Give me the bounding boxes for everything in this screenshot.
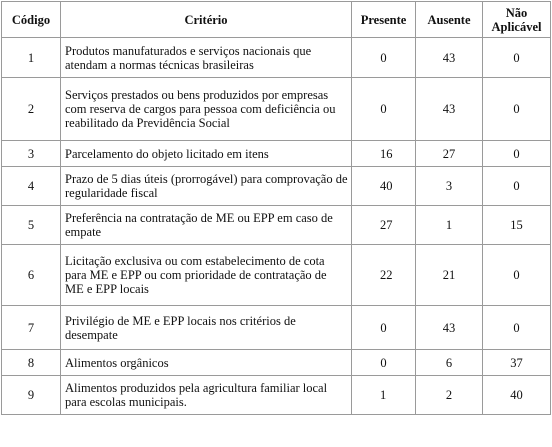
cell-codigo: 3 — [1, 140, 61, 167]
cell-ausente: 27 — [415, 140, 483, 167]
cell-nao-aplicavel: 0 — [482, 77, 551, 141]
cell-criterio: Serviços prestados ou bens produzidos po… — [60, 77, 352, 141]
cell-presente: 0 — [351, 77, 416, 141]
cell-ausente: 2 — [415, 375, 483, 415]
table-row: 7 Privilégio de ME e EPP locais nos crit… — [1, 305, 551, 350]
table-row: 8 Alimentos orgânicos 0 6 37 — [1, 349, 551, 376]
cell-criterio: Alimentos orgânicos — [60, 349, 352, 376]
cell-criterio: Parcelamento do objeto licitado em itens — [60, 140, 352, 167]
cell-presente: 16 — [351, 140, 416, 167]
cell-criterio: Prazo de 5 dias úteis (prorrogável) para… — [60, 166, 352, 206]
cell-criterio: Licitação exclusiva ou com estabelecimen… — [60, 244, 352, 306]
table-row: 6 Licitação exclusiva ou com estabelecim… — [1, 244, 551, 306]
cell-ausente: 43 — [415, 37, 483, 78]
cell-codigo: 1 — [1, 37, 61, 78]
cell-ausente: 1 — [415, 205, 483, 245]
cell-codigo: 6 — [1, 244, 61, 306]
header-nao-aplicavel: Não Aplicável — [482, 1, 551, 38]
table-row: 5 Preferência na contratação de ME ou EP… — [1, 205, 551, 245]
cell-codigo: 4 — [1, 166, 61, 206]
cell-nao-aplicavel: 0 — [482, 305, 551, 350]
cell-presente: 0 — [351, 349, 416, 376]
table-row: 9 Alimentos produzidos pela agricultura … — [1, 375, 551, 415]
criteria-table: Código Critério Presente Ausente Não Apl… — [1, 1, 551, 415]
table-row: 1 Produtos manufaturados e serviços naci… — [1, 37, 551, 78]
cell-presente: 40 — [351, 166, 416, 206]
cell-nao-aplicavel: 0 — [482, 140, 551, 167]
cell-criterio: Privilégio de ME e EPP locais nos critér… — [60, 305, 352, 350]
cell-codigo: 5 — [1, 205, 61, 245]
cell-ausente: 21 — [415, 244, 483, 306]
header-row: Código Critério Presente Ausente Não Apl… — [1, 1, 551, 38]
table-row: 4 Prazo de 5 dias úteis (prorrogável) pa… — [1, 166, 551, 206]
cell-codigo: 8 — [1, 349, 61, 376]
cell-presente: 0 — [351, 305, 416, 350]
cell-criterio: Produtos manufaturados e serviços nacion… — [60, 37, 352, 78]
cell-codigo: 7 — [1, 305, 61, 350]
cell-ausente: 6 — [415, 349, 483, 376]
cell-nao-aplicavel: 0 — [482, 37, 551, 78]
table-row: 2 Serviços prestados ou bens produzidos … — [1, 77, 551, 141]
header-presente: Presente — [351, 1, 416, 38]
cell-ausente: 43 — [415, 77, 483, 141]
header-ausente: Ausente — [415, 1, 483, 38]
header-criterio: Critério — [60, 1, 352, 38]
cell-nao-aplicavel: 0 — [482, 244, 551, 306]
cell-criterio: Preferência na contratação de ME ou EPP … — [60, 205, 352, 245]
cell-presente: 27 — [351, 205, 416, 245]
table-row: 3 Parcelamento do objeto licitado em ite… — [1, 140, 551, 167]
cell-criterio: Alimentos produzidos pela agricultura fa… — [60, 375, 352, 415]
cell-presente: 0 — [351, 37, 416, 78]
cell-presente: 22 — [351, 244, 416, 306]
cell-ausente: 3 — [415, 166, 483, 206]
cell-ausente: 43 — [415, 305, 483, 350]
cell-nao-aplicavel: 15 — [482, 205, 551, 245]
cell-nao-aplicavel: 40 — [482, 375, 551, 415]
header-codigo: Código — [1, 1, 61, 38]
cell-codigo: 9 — [1, 375, 61, 415]
cell-nao-aplicavel: 0 — [482, 166, 551, 206]
cell-presente: 1 — [351, 375, 416, 415]
cell-nao-aplicavel: 37 — [482, 349, 551, 376]
cell-codigo: 2 — [1, 77, 61, 141]
